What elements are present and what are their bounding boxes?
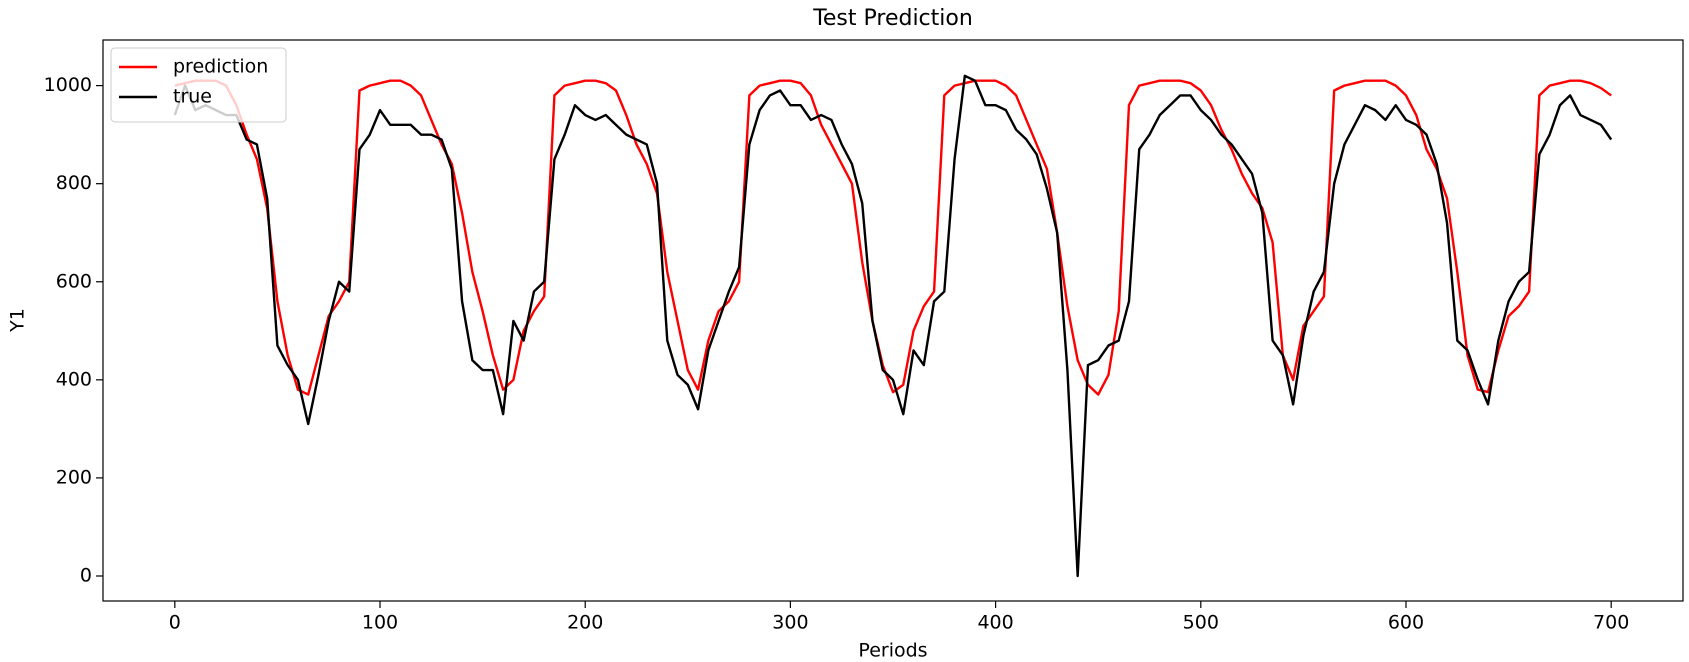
x-tick-label: 300: [772, 612, 808, 634]
y-tick-label: 1000: [44, 74, 92, 96]
y-tick-label: 400: [56, 368, 92, 390]
line-series: [173, 74, 1613, 578]
y-tick-label: 200: [56, 466, 92, 488]
x-tick-label: 0: [169, 612, 181, 634]
x-tick-label: 400: [977, 612, 1013, 634]
y-tick-label: 800: [56, 172, 92, 194]
x-tick-label: 700: [1593, 612, 1629, 634]
legend-label: true: [173, 86, 212, 108]
x-tick-label: 100: [362, 612, 398, 634]
y-tick-label: 0: [80, 564, 92, 586]
chart-title: Test Prediction: [812, 6, 973, 31]
y-tick-label: 600: [56, 270, 92, 292]
legend-label: prediction: [173, 56, 268, 78]
x-tick-label: 200: [567, 612, 603, 634]
x-axis-label: Periods: [858, 640, 927, 662]
line-series: [174, 79, 1612, 396]
x-tick-label: 500: [1183, 612, 1219, 634]
plot-frame: [102, 39, 1684, 602]
x-tick-label: 600: [1388, 612, 1424, 634]
y-axis-label: Y1: [7, 308, 29, 333]
